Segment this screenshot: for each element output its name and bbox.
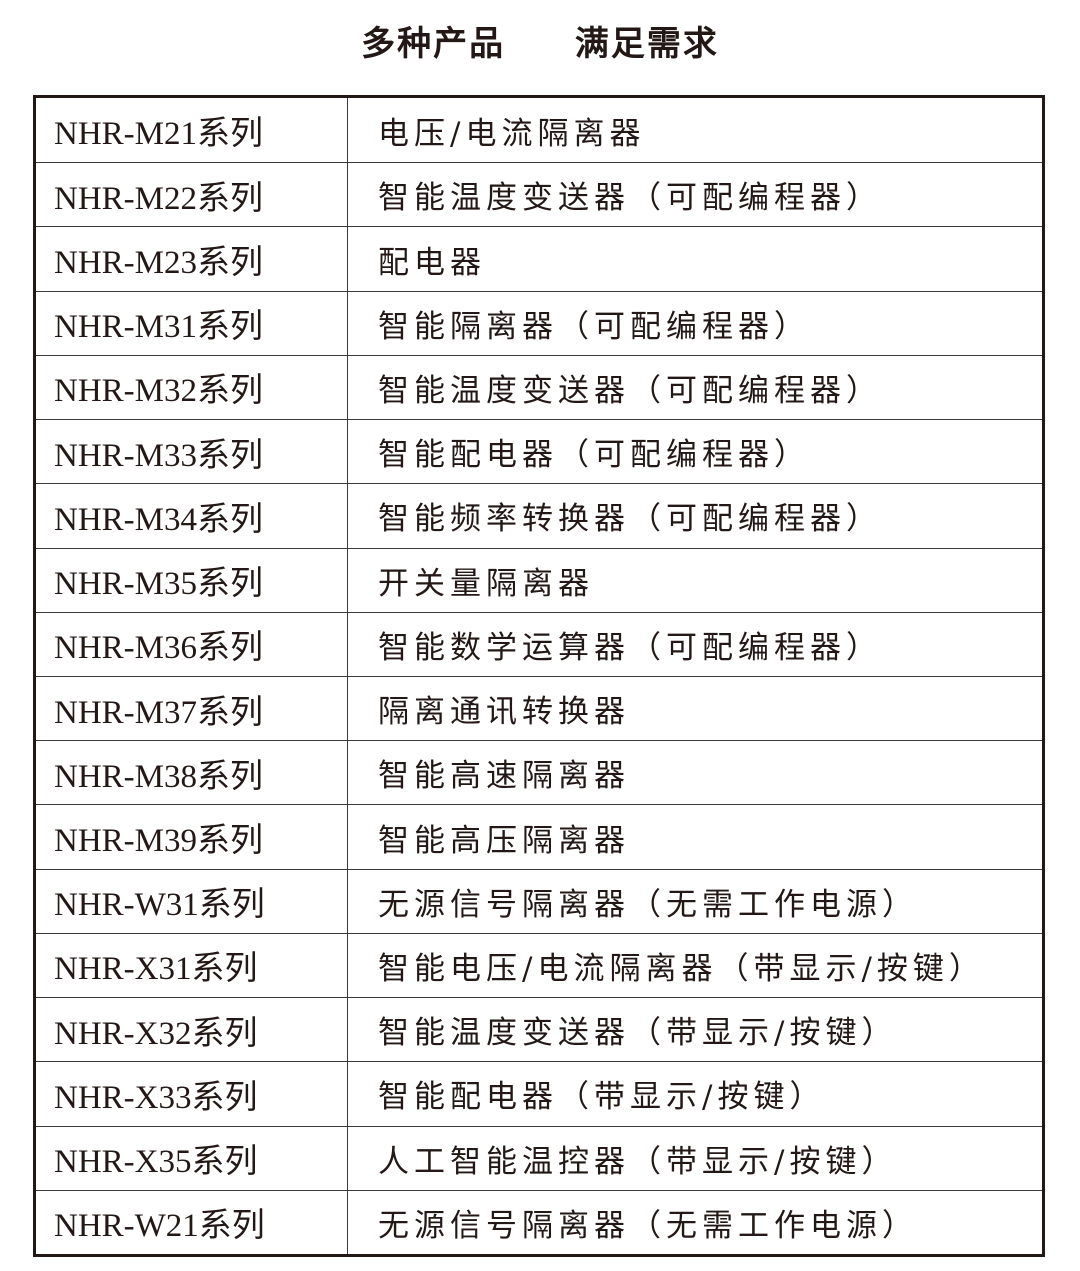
table-row: NHR-X33系列 智能配电器（带显示/按键） (36, 1061, 1042, 1126)
series-cell: NHR-M35系列 (36, 548, 348, 612)
table-row: NHR-M21系列 电压/电流隔离器 (36, 98, 1042, 163)
description-cell: 智能数学运算器（可配编程器） (378, 629, 882, 666)
description-cell: 配电器 (378, 244, 486, 281)
description-cell: 隔离通讯转换器 (378, 694, 630, 731)
series-cell: NHR-M38系列 (36, 741, 348, 805)
series-cell: NHR-M33系列 (36, 420, 348, 484)
description-cell: 人工智能温控器（带显示/按键） (378, 1143, 898, 1180)
page-title: 多种产品 满足需求 (0, 16, 1080, 65)
description-cell: 电压/电流隔离器 (378, 115, 646, 152)
series-cell: NHR-X31系列 (36, 933, 348, 998)
table-row: NHR-M34系列 智能频率转换器（可配编程器） (36, 483, 1042, 548)
series-cell: NHR-M39系列 (36, 805, 348, 869)
series-cell: NHR-M37系列 (36, 676, 348, 741)
description-cell: 智能配电器（可配编程器） (378, 437, 810, 474)
table-row: NHR-M38系列 智能高速隔离器 (36, 740, 1042, 805)
table-row: NHR-W21系列 无源信号隔离器（无需工作电源） (36, 1189, 1042, 1254)
table-row: NHR-M31系列 智能隔离器（可配编程器） (36, 290, 1042, 355)
series-cell: NHR-M34系列 (36, 484, 348, 548)
table-row: NHR-X31系列 智能电压/电流隔离器（带显示/按键） (36, 932, 1042, 998)
series-cell: NHR-M21系列 (36, 98, 348, 163)
series-cell: NHR-M23系列 (36, 227, 348, 291)
series-cell: NHR-X33系列 (36, 1062, 348, 1126)
series-cell: NHR-X35系列 (36, 1126, 348, 1190)
description-cell: 智能温度变送器（可配编程器） (378, 372, 882, 409)
description-cell: 智能高压隔离器 (378, 822, 630, 859)
table-row: NHR-M33系列 智能配电器（可配编程器） (36, 419, 1042, 484)
series-cell: NHR-M32系列 (36, 355, 348, 420)
description-cell: 智能频率转换器（可配编程器） (378, 501, 882, 538)
table-row: NHR-X35系列 人工智能温控器（带显示/按键） (36, 1125, 1042, 1190)
title-part-1: 多种产品 (361, 24, 506, 64)
table-row: NHR-W31系列 无源信号隔离器（无需工作电源） (36, 868, 1042, 933)
description-cell: 智能电压/电流隔离器（带显示/按键） (378, 950, 985, 987)
table-row: NHR-X32系列 智能温度变送器（带显示/按键） (36, 997, 1042, 1062)
table-row: NHR-M23系列 配电器 (36, 226, 1042, 291)
title-part-2: 满足需求 (574, 24, 719, 64)
description-cell: 智能温度变送器（带显示/按键） (378, 1015, 898, 1052)
description-cell: 智能高速隔离器 (378, 758, 630, 795)
series-cell: NHR-M22系列 (36, 163, 348, 227)
table-row: NHR-M37系列 隔离通讯转换器 (36, 675, 1042, 741)
series-cell: NHR-M36系列 (36, 612, 348, 676)
table-row: NHR-M39系列 智能高压隔离器 (36, 804, 1042, 869)
table-row: NHR-M36系列 智能数学运算器（可配编程器） (36, 611, 1042, 676)
description-cell: 无源信号隔离器（无需工作电源） (378, 886, 918, 923)
series-cell: NHR-X32系列 (36, 998, 348, 1062)
series-cell: NHR-M31系列 (36, 291, 348, 355)
description-cell: 智能隔离器（可配编程器） (378, 308, 810, 345)
series-cell: NHR-W31系列 (36, 869, 348, 933)
description-cell: 开关量隔离器 (378, 565, 594, 602)
table-row: NHR-M32系列 智能温度变送器（可配编程器） (36, 354, 1042, 420)
product-table: NHR-M21系列 电压/电流隔离器 NHR-M22系列 智能温度变送器（可配编程器）… (33, 95, 1045, 1257)
series-cell: NHR-W21系列 (36, 1190, 348, 1254)
table-row: NHR-M22系列 智能温度变送器（可配编程器） (36, 162, 1042, 227)
description-cell: 智能配电器（带显示/按键） (378, 1079, 826, 1116)
description-cell: 智能温度变送器（可配编程器） (378, 180, 882, 217)
table-row: NHR-M35系列 开关量隔离器 (36, 547, 1042, 612)
description-cell: 无源信号隔离器（无需工作电源） (378, 1207, 918, 1244)
